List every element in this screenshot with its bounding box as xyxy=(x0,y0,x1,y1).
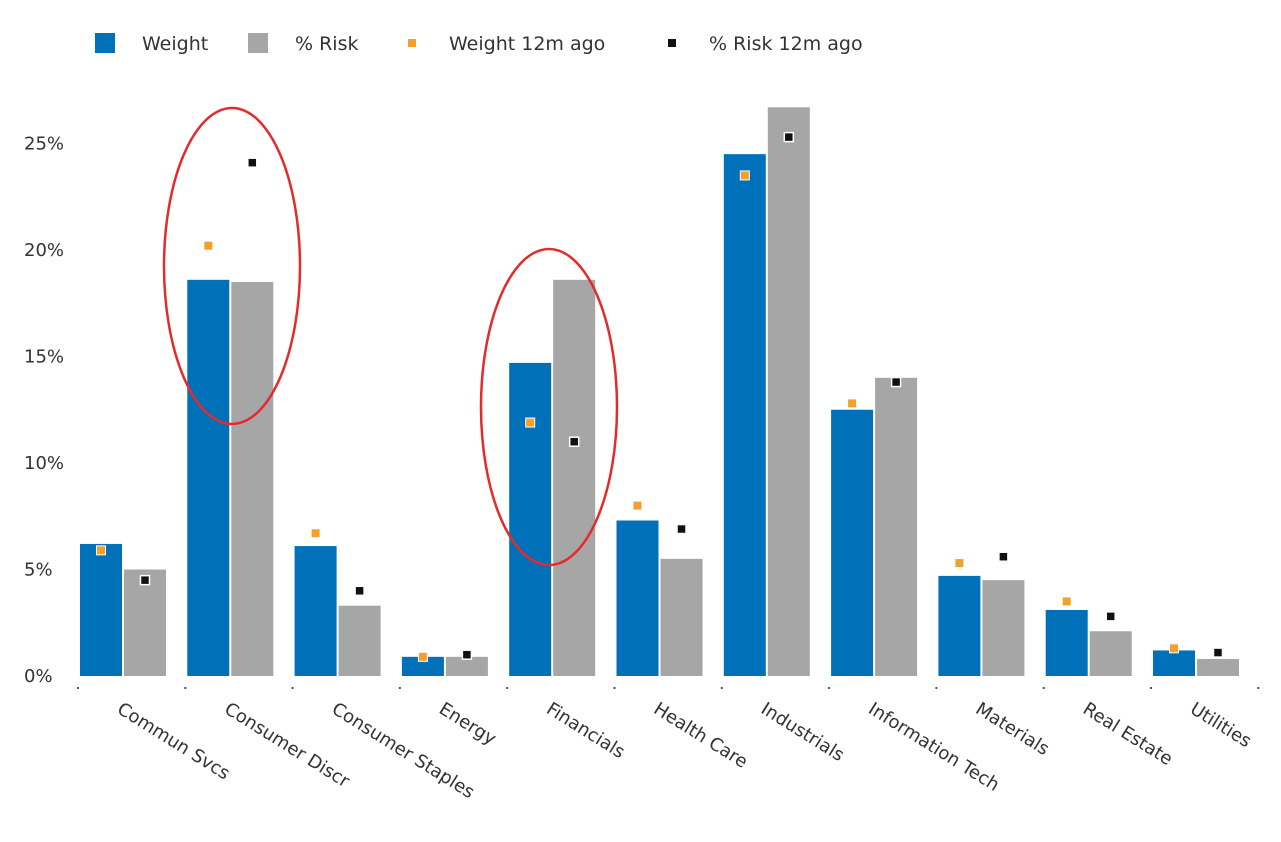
point-risk-12m-ago-commun-svcs xyxy=(139,574,151,586)
x-tick-mark xyxy=(720,687,723,689)
point-risk-12m-ago-real-estate xyxy=(1105,611,1116,622)
point-risk-12m-ago-industrials xyxy=(783,131,795,143)
point-risk-12m-ago-consumer-staples xyxy=(354,585,365,597)
bar-weight-energy xyxy=(401,656,444,676)
point-weight-12m-ago-consumer-discr xyxy=(203,240,214,251)
bar-risk-consumer-staples xyxy=(338,605,381,676)
x-tick-mark xyxy=(613,687,616,689)
x-tick-mark xyxy=(1257,687,1260,689)
y-tick-label: 10% xyxy=(24,453,64,474)
markers xyxy=(96,131,1224,662)
x-tick-mark xyxy=(184,687,187,689)
x-tick-mark xyxy=(1042,687,1045,689)
bar-weight-information-tech xyxy=(831,409,874,676)
highlight-ellipse-consumer-discr xyxy=(162,106,302,426)
x-category-label-energy: Energy xyxy=(435,698,500,749)
bars xyxy=(80,107,1239,677)
bar-risk-information-tech xyxy=(875,377,918,676)
bar-risk-commun-svcs xyxy=(124,569,166,676)
x-tick-mark xyxy=(506,687,509,689)
y-tick-label: 5% xyxy=(24,560,53,581)
legend: Weight % Risk Weight 12m ago % Risk 12m ago xyxy=(95,33,863,55)
point-weight-12m-ago-health-care xyxy=(632,500,643,511)
legend-label-risk: % Risk xyxy=(295,33,358,55)
legend-swatch-weight xyxy=(95,33,115,53)
x-tick-mark xyxy=(291,687,294,689)
bar-risk-health-care xyxy=(660,558,703,676)
x-tick-mark xyxy=(935,687,938,689)
x-category-label-real-estate: Real Estate xyxy=(1079,698,1176,770)
point-weight-12m-ago-consumer-staples xyxy=(310,528,321,539)
legend-label-weight: Weight xyxy=(142,33,208,55)
x-category-label-industrials: Industrials xyxy=(757,698,848,766)
bar-weight-consumer-staples xyxy=(294,546,337,676)
point-risk-12m-ago-financials xyxy=(568,436,580,447)
x-category-label-commun-svcs: Commun Svcs xyxy=(113,698,233,784)
bar-weight-health-care xyxy=(616,520,659,676)
x-category-label-materials: Materials xyxy=(972,698,1053,760)
legend-marker-weight-12m-ago xyxy=(408,39,416,47)
point-risk-12m-ago-consumer-discr xyxy=(247,157,258,168)
point-risk-12m-ago-health-care xyxy=(676,523,687,535)
x-tick-mark xyxy=(1150,687,1152,689)
bar-risk-industrials xyxy=(767,107,810,677)
point-risk-12m-ago-information-tech xyxy=(890,376,902,388)
bar-risk-financials xyxy=(553,279,596,676)
point-weight-12m-ago-materials xyxy=(954,558,965,569)
legend-label-risk-12m-ago: % Risk 12m ago xyxy=(709,33,863,55)
bar-weight-commun-svcs xyxy=(80,543,122,676)
x-tick-mark xyxy=(77,687,79,689)
bar-risk-energy xyxy=(445,656,488,676)
annotations xyxy=(162,106,619,567)
bar-weight-financials xyxy=(509,362,552,676)
point-risk-12m-ago-utilities xyxy=(1212,647,1224,658)
bar-weight-utilities xyxy=(1153,650,1195,676)
point-weight-12m-ago-industrials xyxy=(739,170,750,181)
point-risk-12m-ago-materials xyxy=(998,551,1009,562)
point-weight-12m-ago-utilities xyxy=(1169,643,1179,654)
x-category-label-utilities: Utilities xyxy=(1186,698,1255,752)
bar-risk-real-estate xyxy=(1089,631,1132,676)
bar-weight-consumer-discr xyxy=(187,279,230,676)
bar-risk-materials xyxy=(982,580,1025,676)
point-weight-12m-ago-financials xyxy=(525,417,536,428)
legend-swatch-risk xyxy=(248,33,268,53)
x-category-label-health-care: Health Care xyxy=(650,698,751,772)
bar-risk-utilities xyxy=(1197,658,1239,676)
y-tick-label: 0% xyxy=(24,666,53,687)
point-weight-12m-ago-energy xyxy=(417,651,428,662)
x-category-label-financials: Financials xyxy=(543,698,629,763)
point-risk-12m-ago-energy xyxy=(461,649,473,660)
y-tick-label: 20% xyxy=(24,240,64,261)
bar-weight-industrials xyxy=(723,154,766,676)
x-tick-mark xyxy=(828,687,831,689)
x-tick-mark xyxy=(398,687,401,689)
point-weight-12m-ago-information-tech xyxy=(847,398,858,409)
bar-risk-consumer-discr xyxy=(231,281,274,676)
bar-weight-materials xyxy=(938,575,981,676)
point-weight-12m-ago-commun-svcs xyxy=(96,545,106,556)
legend-label-weight-12m-ago: Weight 12m ago xyxy=(449,33,605,55)
highlight-ellipse-financials xyxy=(479,247,619,567)
legend-marker-risk-12m-ago xyxy=(668,39,676,47)
y-tick-label: 15% xyxy=(24,347,64,368)
point-weight-12m-ago-real-estate xyxy=(1061,596,1072,607)
bar-weight-real-estate xyxy=(1045,609,1088,676)
y-axis: 0% 5% 10% 15% 20% 25% xyxy=(24,134,64,688)
y-tick-label: 25% xyxy=(24,134,64,155)
